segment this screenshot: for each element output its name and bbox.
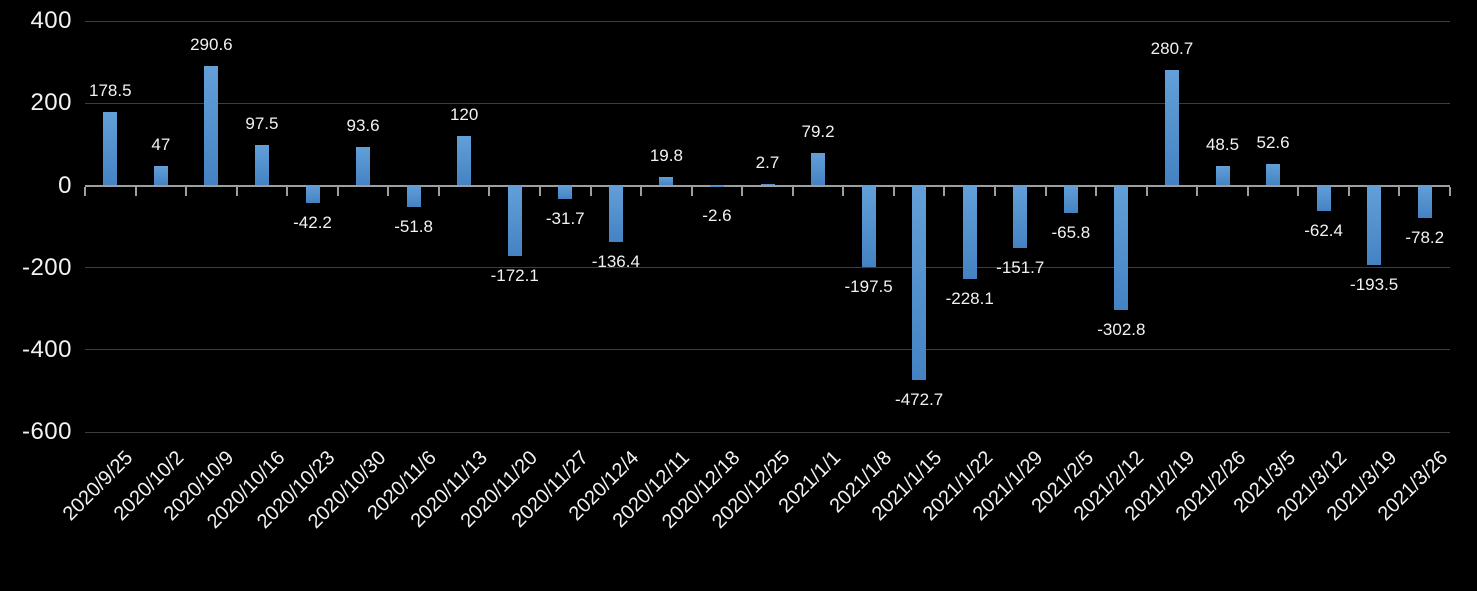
value-label: -193.5	[1350, 275, 1399, 295]
axis-tick	[791, 186, 794, 196]
axis-tick	[134, 186, 137, 196]
bar	[103, 112, 118, 186]
axis-tick	[690, 186, 693, 196]
y-tick-label: -600	[21, 418, 72, 446]
axis-tick	[741, 186, 744, 196]
gridline	[85, 102, 1450, 104]
value-label: 79.2	[801, 121, 835, 141]
bar	[1215, 165, 1230, 186]
gridline	[85, 20, 1450, 22]
axis-tick	[1347, 186, 1350, 196]
bar	[507, 184, 522, 257]
bar	[962, 184, 977, 280]
value-label: -136.4	[591, 251, 640, 271]
value-label: 19.8	[649, 146, 683, 166]
x-axis-line	[85, 184, 1450, 187]
bar	[1266, 163, 1281, 186]
bar	[254, 145, 269, 186]
axis-tick	[994, 186, 996, 196]
value-label: -197.5	[844, 276, 893, 296]
bar	[1316, 184, 1331, 212]
axis-tick	[488, 186, 491, 196]
axis-tick	[1145, 186, 1148, 196]
value-label: -78.2	[1405, 227, 1445, 247]
axis-tick	[286, 186, 289, 196]
bar	[608, 184, 623, 242]
y-tick-label: 200	[30, 89, 72, 117]
axis-tick	[1398, 186, 1401, 196]
bar	[153, 166, 168, 186]
axis-tick	[892, 186, 895, 196]
axis-tick	[336, 186, 339, 196]
value-label: 93.6	[346, 116, 380, 136]
axis-tick	[437, 186, 440, 196]
bar	[1063, 184, 1078, 213]
y-tick-label: -200	[21, 253, 72, 281]
y-tick-label: -400	[21, 335, 72, 363]
bar	[1013, 184, 1028, 248]
value-label: -42.2	[293, 212, 332, 232]
gridline	[85, 431, 1450, 433]
axis-tick	[589, 186, 592, 196]
bar	[1114, 184, 1129, 310]
gridline	[85, 267, 1450, 269]
bar	[760, 184, 775, 186]
bar	[912, 184, 927, 380]
value-label: -2.6	[702, 205, 732, 225]
axis-tick	[387, 186, 390, 196]
y-tick-label: 0	[58, 171, 72, 199]
bar	[356, 147, 371, 186]
bar	[305, 184, 320, 203]
value-label: 52.6	[1256, 132, 1290, 152]
value-label: -151.7	[996, 257, 1045, 277]
value-label: -228.1	[945, 289, 994, 309]
bar	[406, 184, 421, 207]
bar	[457, 136, 472, 186]
axis-tick	[1196, 186, 1199, 196]
axis-tick	[185, 186, 188, 196]
gridline	[85, 349, 1450, 351]
value-label: 47	[151, 135, 171, 155]
value-label: -51.8	[394, 216, 433, 236]
value-label: 120	[449, 105, 479, 125]
value-label: 2.7	[755, 153, 780, 173]
bar	[1367, 184, 1382, 266]
bar	[558, 184, 573, 199]
value-label: -172.1	[490, 266, 539, 286]
axis-tick	[1246, 186, 1249, 196]
y-tick-label: 400	[30, 7, 72, 35]
value-label: 97.5	[245, 114, 279, 134]
axis-tick	[1449, 186, 1451, 196]
axis-tick	[84, 186, 86, 196]
axis-tick	[640, 186, 643, 196]
axis-tick	[1297, 186, 1300, 196]
axis-tick	[943, 186, 946, 196]
axis-tick	[842, 186, 845, 196]
value-label: 178.5	[88, 81, 132, 101]
axis-tick	[539, 186, 541, 196]
axis-tick	[1095, 186, 1098, 196]
bar	[1164, 70, 1179, 186]
bar	[709, 184, 724, 187]
value-label: 280.7	[1150, 39, 1194, 59]
bar	[659, 177, 674, 186]
value-label: -65.8	[1051, 222, 1091, 242]
value-label: -302.8	[1097, 319, 1146, 339]
bar	[1417, 184, 1432, 218]
axis-tick	[1044, 186, 1047, 196]
bar	[204, 66, 219, 186]
value-label: -472.7	[895, 389, 944, 409]
axis-tick	[235, 186, 238, 196]
bar	[861, 184, 876, 267]
value-label: 48.5	[1205, 134, 1240, 154]
value-label: -31.7	[545, 208, 585, 228]
value-label: -62.4	[1304, 221, 1343, 241]
value-label: 290.6	[190, 35, 233, 55]
bar	[811, 152, 826, 186]
